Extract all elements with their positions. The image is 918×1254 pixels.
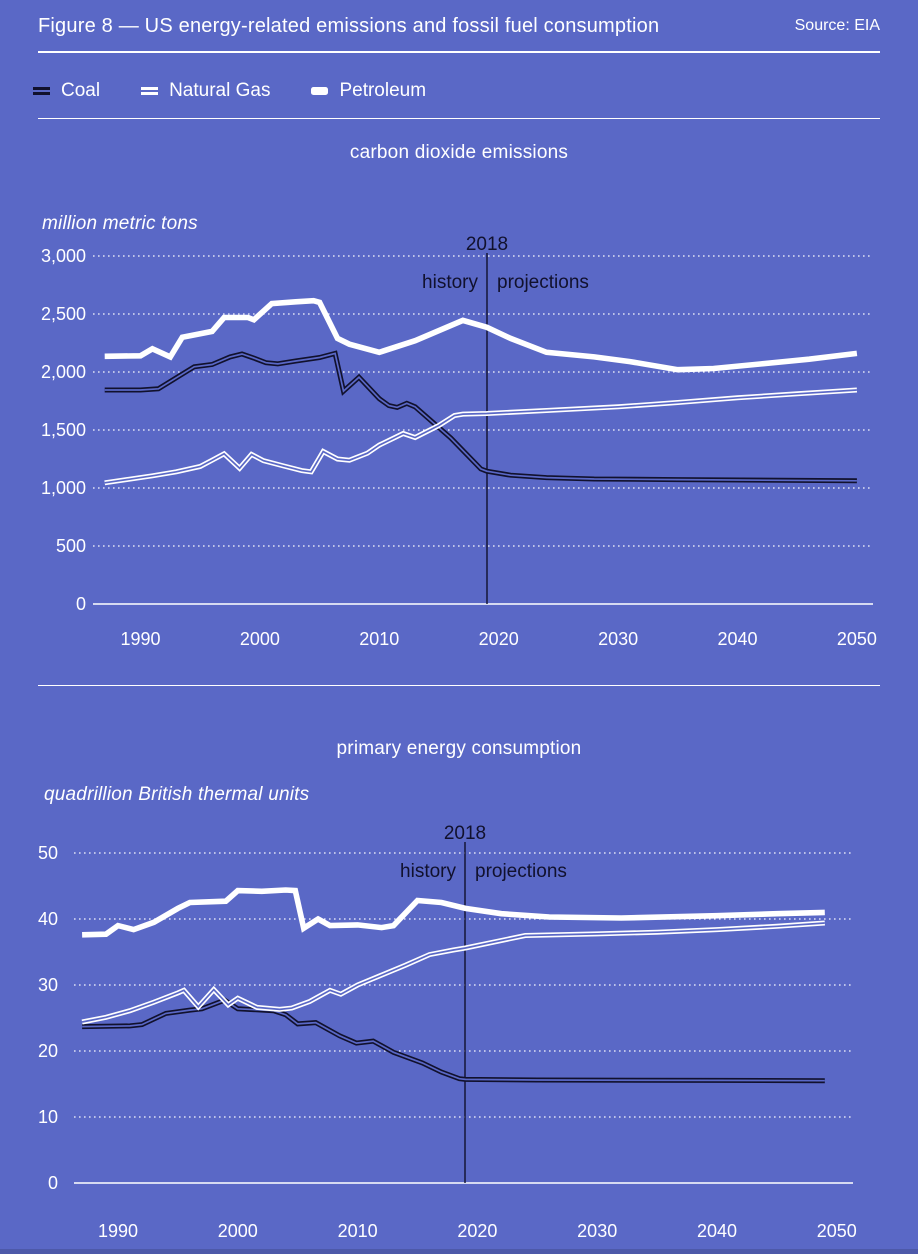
legend-label-coal: Coal [61,80,101,101]
series-line-petroleum [104,297,858,373]
petroleum-line-swatch-icon [311,87,329,95]
y-tick-label: 0 [76,594,86,614]
x-tick-label: 2010 [359,629,399,649]
series-line-coal-inner-gap [82,999,825,1082]
series-line-natural-gas-inner-gap [81,922,825,1023]
chart-title-emissions: carbon dioxide emissions [349,142,569,163]
y-tick-label: 1,500 [41,420,86,440]
series-line-petroleum [82,887,825,938]
figure-header: Figure 8 — US energy-related emissions a… [38,11,880,41]
x-tick-label: 2050 [837,629,877,649]
legend-item-petroleum: Petroleum [311,80,426,102]
y-tick-label: 40 [38,909,58,929]
y-tick-label: 2,000 [41,362,86,382]
y-tick-label: 0 [48,1173,58,1193]
projections-label: projections [475,861,567,882]
x-tick-label: 2040 [697,1221,737,1241]
y-tick-label: 50 [38,843,58,863]
y-tick-label: 3,000 [41,246,86,266]
x-tick-label: 2010 [338,1221,378,1241]
legend-item-coal: Coal [33,80,100,102]
coal-line-swatch-icon [33,87,50,95]
x-tick-label: 1990 [98,1221,138,1241]
series-line-coal [82,997,825,1084]
source-label: Source: EIA [794,17,880,34]
y-tick-label: 30 [38,975,58,995]
legend-item-natural-gas: Natural Gas [141,80,270,102]
series-line-natural-gas-inner-gap [104,389,857,484]
legend-label-natural-gas: Natural Gas [169,80,271,101]
mid-divider-rule [38,685,880,686]
header-divider-rule [38,51,880,53]
y-tick-label: 500 [56,536,86,556]
x-tick-label: 2050 [817,1221,857,1241]
x-tick-label: 2000 [240,629,280,649]
y-tick-label: 2,500 [41,304,86,324]
history-label: history [400,861,456,882]
x-tick-label: 2030 [598,629,638,649]
series-line-coal-inner-gap [104,352,857,482]
projections-label: projections [497,272,589,293]
natural-gas-line-swatch-icon [141,87,159,95]
chart-title-consumption: primary energy consumption [336,738,582,759]
legend-label-petroleum: Petroleum [339,80,427,101]
y-tick-label: 1,000 [41,478,86,498]
unit-label-consumption: quadrillion British thermal units [44,784,310,805]
unit-label-emissions: million metric tons [42,213,198,234]
y-tick-label: 10 [38,1107,58,1127]
x-tick-label: 2030 [577,1221,617,1241]
x-tick-label: 2000 [218,1221,258,1241]
figure-title: Figure 8 — US energy-related emissions a… [38,14,660,37]
bottom-band [0,1249,918,1254]
x-tick-label: 1990 [120,629,160,649]
x-tick-label: 2040 [717,629,757,649]
x-tick-label: 2020 [479,629,519,649]
legend: Coal Natural Gas Petroleum [33,78,426,104]
series-line-natural-gas [81,920,825,1025]
legend-divider-rule [38,118,880,119]
divider-year-label: 2018 [444,823,486,844]
history-label: history [422,272,478,293]
y-tick-label: 20 [38,1041,58,1061]
x-tick-label: 2020 [457,1221,497,1241]
divider-year-label: 2018 [466,234,508,255]
